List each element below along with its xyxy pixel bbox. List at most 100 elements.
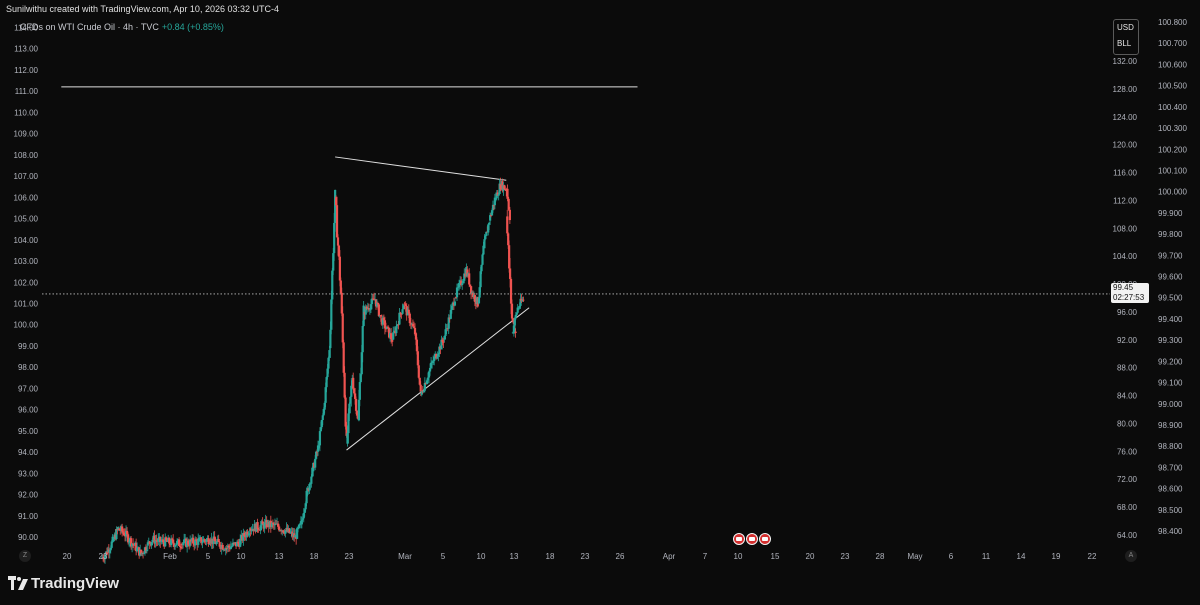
left-axis-tick: 110.00 — [14, 108, 38, 117]
candle — [315, 451, 319, 453]
candle — [207, 538, 210, 545]
mid-axis-tick: 76.00 — [1117, 447, 1138, 456]
right-axis-tick: 99.100 — [1158, 379, 1183, 388]
candle — [105, 551, 109, 555]
candle — [327, 357, 330, 369]
candle — [397, 324, 400, 326]
candle — [506, 216, 509, 234]
right-axis-tick: 99.200 — [1158, 357, 1183, 366]
left-axis-tick: 114.00 — [14, 23, 38, 32]
candle — [136, 547, 139, 552]
candle — [469, 284, 472, 287]
candle — [168, 537, 171, 544]
candle — [343, 372, 346, 398]
candle — [331, 270, 334, 300]
candle — [142, 553, 146, 555]
candle — [505, 189, 508, 191]
candle — [429, 362, 433, 368]
candle — [386, 326, 390, 328]
candle — [511, 332, 515, 334]
candle — [323, 402, 326, 410]
symbol-change: +0.84 (+0.85%) — [161, 22, 224, 32]
candle — [284, 530, 287, 534]
candle — [125, 530, 129, 535]
candle — [426, 377, 430, 381]
candle — [180, 546, 183, 548]
right-axis-tick: 100.500 — [1158, 82, 1187, 91]
candle — [460, 280, 463, 286]
candle — [227, 545, 230, 548]
x-axis-tick: Apr — [663, 552, 676, 561]
candle — [316, 445, 320, 452]
candle — [338, 256, 341, 281]
event-flag-icon[interactable] — [733, 533, 745, 545]
right-axis-tick: 100.600 — [1158, 60, 1187, 69]
candle — [512, 325, 515, 333]
left-axis-tick: 97.00 — [18, 384, 39, 393]
auto-scale-button[interactable]: A — [1125, 550, 1137, 562]
candle — [231, 542, 235, 546]
candle — [408, 313, 411, 324]
candle — [354, 398, 358, 411]
candle — [516, 307, 519, 313]
candle — [471, 292, 475, 298]
candle — [348, 403, 351, 414]
candle — [497, 193, 500, 196]
candle — [470, 286, 473, 294]
candle — [328, 350, 331, 358]
candle — [308, 483, 311, 491]
candle — [508, 245, 511, 269]
event-flag-icon[interactable] — [746, 533, 758, 545]
x-axis-tick: 26 — [616, 552, 625, 561]
mid-axis-tick: 84.00 — [1117, 392, 1138, 401]
candle — [443, 335, 446, 340]
candle — [515, 312, 518, 315]
drawings — [42, 86, 1110, 451]
x-axis-tick: 22 — [1088, 552, 1097, 561]
candle — [171, 538, 174, 540]
left-axis-tick: 109.00 — [14, 130, 39, 139]
symbol-legend[interactable]: CFDs on WTI Crude Oil · 4h · TVC +0.84 (+… — [20, 22, 224, 32]
candle — [229, 546, 232, 549]
candle — [449, 309, 452, 319]
right-axis-tick: 99.000 — [1158, 400, 1183, 409]
candle — [447, 317, 450, 329]
candle — [321, 415, 324, 421]
candle — [148, 541, 151, 544]
candle — [362, 305, 365, 327]
candle — [507, 233, 510, 246]
candle — [135, 542, 138, 552]
right-axis-tick: 98.700 — [1158, 463, 1183, 472]
right-axis-tick: 98.800 — [1158, 442, 1183, 451]
x-axis-tick: 13 — [510, 552, 519, 561]
mid-axis-tick: 96.00 — [1117, 308, 1138, 317]
candle — [444, 329, 447, 336]
candle — [456, 287, 460, 289]
left-axis: 90.00 91.00 92.00 93.00 94.00 95.00 96.00 97.00… — [14, 23, 39, 542]
candle — [248, 533, 251, 535]
candle — [361, 326, 364, 353]
event-flag-icon[interactable] — [759, 533, 771, 545]
candle — [258, 530, 261, 531]
candle — [436, 356, 439, 359]
candle — [259, 525, 262, 531]
candle — [510, 303, 514, 319]
candle — [200, 537, 203, 544]
candle — [518, 305, 521, 308]
candle — [480, 264, 483, 272]
right-axis-tick: 98.500 — [1158, 506, 1183, 515]
brand-name: TradingView — [31, 575, 120, 592]
candle — [488, 222, 491, 225]
candle — [173, 543, 176, 547]
candle — [150, 542, 153, 546]
candle — [300, 519, 303, 525]
right-axis-tick: 99.300 — [1158, 336, 1183, 345]
candle — [170, 538, 173, 546]
candle — [479, 271, 482, 288]
timezone-button[interactable]: Z — [19, 550, 31, 562]
unit-selector[interactable]: USD BLL — [1113, 19, 1139, 55]
candle — [392, 332, 395, 340]
candle — [519, 298, 522, 306]
candle — [379, 315, 382, 317]
